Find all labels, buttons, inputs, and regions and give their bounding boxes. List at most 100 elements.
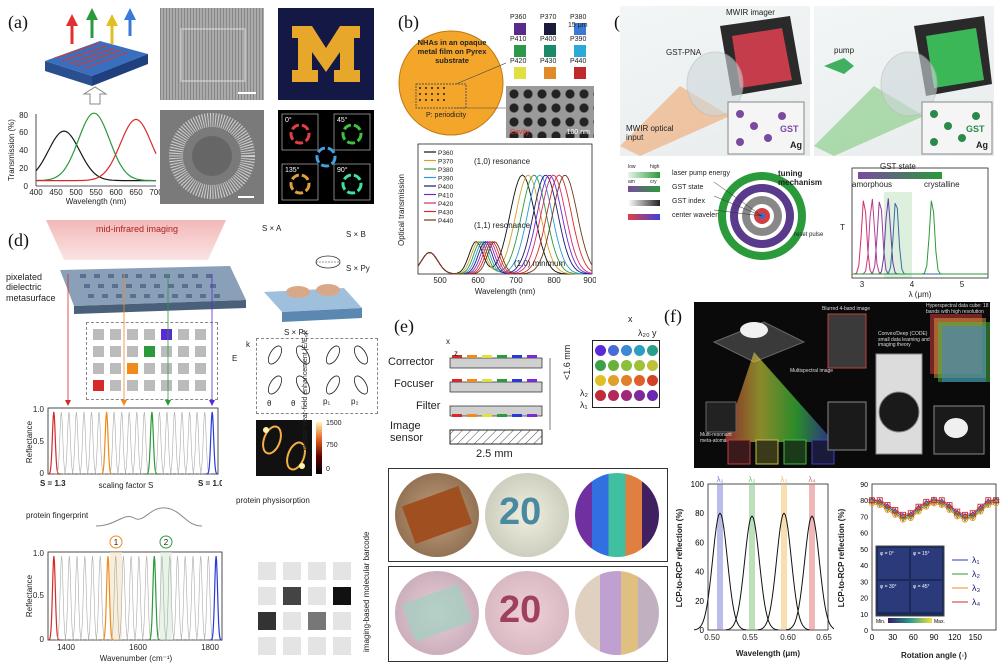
photo-butterfly-wing-mono [395,571,479,655]
reflectance-peak-1 [55,411,68,475]
panel-a-transmission-chart: 0 20 40 60 80 400 450 500 550 600 650 70… [8,111,160,206]
reflectance-peak-19 [194,555,207,641]
panel-c-gst-pna: GST-PNA [666,48,702,57]
panel-c-mwir-input: MWIR optical input [626,124,674,142]
panel-d-sxa: S × A [262,224,282,233]
panel-c-xlabel: λ (μm) [909,290,932,299]
rotation-point-3 [884,502,891,509]
panel-a-xtick-1: 450 [49,188,63,197]
reflectance-peak-6 [93,411,105,475]
wavelength-lambda-2: λ₃ [780,476,787,484]
wavelength-band-0 [717,484,723,630]
filter-dot [634,360,645,371]
barcode-cell [258,612,276,630]
panel-f1-xtick-2: 0.60 [780,633,796,642]
panel-b-scale: 100 nm [566,129,590,136]
pixel-cell [144,346,155,357]
panel-a-xtick-2: 500 [69,188,83,197]
panel-a-ytick-1: 20 [19,164,28,173]
panel-b-xtick-4: 900 [583,276,596,285]
panel-b-color-grid: P360 P370 P380 P410 P400 P390 P420 P430 … [510,14,596,80]
wavelength-series-0 [693,512,747,631]
spectrum-series-4 [852,203,988,275]
stack-element [527,355,537,358]
panel-e: (e) Corrector Focuser Filter Image senso… [380,310,670,666]
legend-bar-state [628,186,660,192]
reflectance-peak-13 [148,555,161,641]
panel-b-ylabel: Optical transmission [397,174,406,246]
wavelength-series-2 [757,512,811,631]
panel-b-size-label: 15 μm [568,22,588,29]
panel-c-gst-state: GST state [880,162,916,171]
reflectance-peak-12 [140,555,153,641]
filter-dot [595,375,606,386]
panel-f2-ylabel: LCP-to-RCP reflection (%) [837,508,846,607]
panel-d-unit-cell [264,255,362,322]
legend-label-4: P400 [438,184,454,191]
rotation-point-1 [984,501,993,508]
panel-a-xtick-0: 400 [29,188,43,197]
panel-c-xtick-1: 4 [910,280,915,289]
panel-d-theta-1: θ [267,399,272,408]
transmission-series-8 [417,174,593,275]
reflectance-peak-0 [47,555,60,641]
panel-c-imager-label: MWIR imager [726,8,775,17]
pixel-cell [161,346,172,357]
grid-swatch-3 [514,45,526,57]
panel-a-xtick-6: 700 [149,188,160,197]
panel-e-layer-1: Focuser [394,378,434,390]
stack-element [527,379,537,382]
filter-dot [608,345,619,356]
panel-d-colorbar-label: electric near-field enhancement |E/E₀|² [302,330,309,450]
panel-d: (d) mid-infrared imaging pixelated diele… [0,214,385,666]
pixel-cell [127,380,138,391]
wavelength-ytick-1: 20 [695,597,704,606]
stack-element [467,414,477,417]
filter-dot [608,375,619,386]
panel-c-gst-right: GST [966,124,985,134]
pixel-cell [127,363,138,374]
panel-a-xtick-5: 650 [129,188,143,197]
panel-f-label: (f) [664,306,682,326]
wavelength-ytick-3: 60 [695,538,704,547]
panel-c-xtick-0: 3 [860,280,865,289]
inset-label-0: φ = 0° [880,551,894,557]
filter-dot [647,360,658,371]
reflectance-peak-2 [63,555,76,641]
grid-label-6: P420 [510,58,527,65]
rotation-xtick-5: 150 [969,633,983,642]
filter-dot [595,345,606,356]
photo-color-strips-mono [575,571,659,655]
barcode-cell [308,587,326,605]
reflectance-peak-9 [115,411,128,475]
rotation-ytick-0: 0 [864,628,868,635]
filter-dot [608,360,619,371]
panel-b-xtick-3: 800 [547,276,561,285]
photo-butterfly-wing [395,473,479,557]
reflectance-peak-14 [153,411,166,475]
filter-dot [634,390,645,401]
legend-bar-pump [628,172,660,178]
panel-b-periodicity: P: periodicity [426,112,467,119]
stack-layer-1 [449,381,543,393]
panel-a-xtick-4: 600 [109,188,123,197]
rotation-ytick-5: 50 [860,547,868,554]
stack-element [527,414,537,417]
grid-swatch-5 [574,45,586,57]
grid-label-8: P440 [570,58,587,65]
grid-swatch-6 [514,67,526,79]
panel-c-xtick-2: 5 [960,280,965,289]
rotation-xtick-4: 120 [948,633,962,642]
wavelength-series-3 [785,515,834,631]
legend-label-2: GST index [672,198,705,205]
legend-label-0: P360 [438,150,454,157]
panel-f-code: Convex/Deep (CODE) small data learning a… [878,331,930,348]
pixel-cell [161,380,172,391]
legend-label-1: P370 [438,159,454,166]
panel-b-label: (b) [398,12,419,32]
angle-label-90: 90° [337,166,348,174]
panel-d-label: (d) [8,230,29,250]
banknote-number-bottom: 20 [499,589,542,631]
panel-f-rotation-chart: 0 10 20 30 40 50 60 70 80 90 0 30 60 90 120 150 Rotati… [837,482,1000,660]
rotation-xtick-1: 30 [888,633,897,642]
